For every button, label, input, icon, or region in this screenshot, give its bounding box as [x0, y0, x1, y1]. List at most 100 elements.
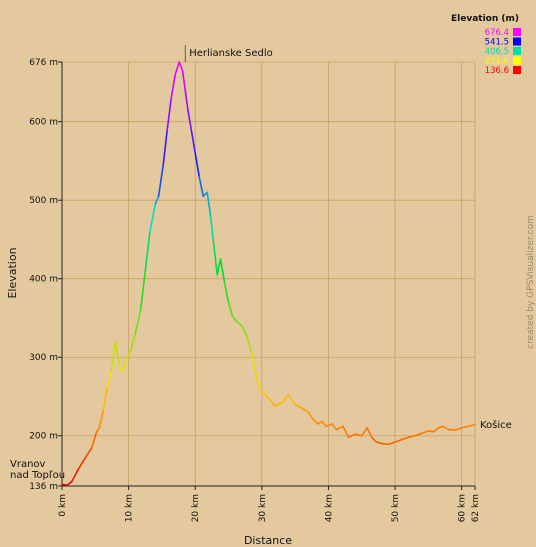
y-tick-label: 136 m: [29, 482, 58, 492]
elevation-segment: [437, 425, 444, 429]
elevation-segment: [265, 394, 272, 402]
elevation-segment: [102, 386, 109, 412]
x-tick-label: 30 km: [258, 494, 268, 522]
axes: [58, 61, 476, 490]
elevation-segment: [420, 430, 430, 435]
summit-label: Herlianske Sedlo: [189, 48, 273, 59]
elevation-segment: [71, 467, 80, 483]
elevation-segment: [311, 417, 319, 425]
elevation-segment: [149, 203, 157, 233]
elevation-segment: [380, 442, 390, 446]
elevation-segment: [241, 325, 248, 337]
y-tick-label: 600 m: [29, 118, 58, 128]
elevation-segment: [223, 281, 230, 304]
elevation-segment: [347, 433, 356, 439]
elevation-line: [61, 61, 476, 487]
credit-text: created by GPSVisualizer.com: [526, 215, 536, 349]
elevation-segment: [375, 441, 383, 445]
x-tick-label: 20 km: [191, 494, 201, 522]
elevation-segment: [370, 436, 378, 443]
elevation-segment: [178, 61, 184, 72]
legend-value: 271.6: [485, 57, 509, 67]
elevation-segment: [320, 420, 328, 428]
elevation-segment: [61, 483, 69, 487]
elevation-segment: [227, 301, 234, 318]
elevation-segment: [134, 309, 142, 335]
elevation-segment: [330, 423, 338, 431]
elevation-segment: [194, 152, 201, 178]
elevation-segment: [162, 128, 169, 166]
elevation-segment: [354, 433, 363, 437]
elevation-segment: [236, 321, 243, 327]
elevation-segment: [432, 427, 440, 433]
x-tick-label: 62 km: [471, 494, 481, 522]
elevation-segment: [460, 425, 470, 429]
elevation-segment: [77, 456, 87, 470]
elevation-segment: [394, 438, 403, 443]
elevation-segment: [91, 431, 98, 449]
y-tick-labels: 136 m 200 m 300 m 400 m 500 m 600 m 676 m: [29, 58, 58, 492]
elevation-segment: [154, 195, 160, 205]
elevation-segment: [125, 350, 132, 360]
x-axis-label: Distance: [244, 534, 292, 547]
y-tick-label: 400 m: [29, 275, 58, 285]
elevation-segment: [209, 215, 215, 241]
elevation-segment: [181, 69, 187, 92]
legend-swatch: [513, 56, 521, 65]
elevation-segment: [301, 407, 310, 413]
elevation-segment: [251, 352, 258, 382]
y-tick-label: 200 m: [29, 432, 58, 442]
elevation-segment: [190, 128, 197, 154]
elevation-segment: [414, 432, 423, 437]
elevation-segment: [335, 425, 344, 431]
elevation-segment: [114, 340, 121, 366]
legend-value: 406.5: [485, 47, 509, 57]
x-tick-label: 40 km: [324, 494, 334, 522]
start-label-line1: Vranov: [10, 459, 46, 470]
end-label: Košice: [480, 419, 512, 431]
elevation-segment: [212, 238, 219, 276]
elevation-segment: [206, 191, 212, 217]
elevation-segment: [427, 430, 435, 433]
y-axis-label: Elevation: [6, 247, 19, 298]
elevation-segment: [121, 357, 128, 373]
y-tick-label: 500 m: [29, 196, 58, 206]
elevation-segment: [387, 441, 396, 446]
elevation-segment: [467, 423, 476, 428]
elevation-segment: [170, 73, 177, 99]
elevation-segment: [157, 164, 165, 198]
elevation-segment: [174, 61, 181, 76]
x-tick-label: 0 km: [58, 494, 68, 517]
elevation-segment: [325, 423, 333, 428]
elevation-segment: [231, 315, 238, 323]
legend-swatch: [513, 47, 521, 55]
elevation-segment: [245, 334, 253, 355]
elevation-segment: [360, 427, 368, 437]
legend-value: 136.6: [485, 66, 509, 76]
elevation-segment: [184, 89, 189, 111]
elevation-segment: [216, 258, 222, 276]
elevation-segment: [366, 427, 373, 439]
elevation-segment: [442, 425, 450, 431]
elevation-segment: [118, 364, 124, 373]
elevation-segment: [274, 401, 283, 407]
elevation-segment: [106, 370, 113, 388]
elevation-segment: [281, 394, 290, 404]
x-tick-label: 10 km: [125, 494, 135, 522]
elevation-segment: [400, 436, 410, 441]
legend-title: Elevation (m): [451, 14, 519, 24]
x-tick-labels: 0 km 10 km 20 km 30 km 40 km 50 km 60 km 62 km: [58, 494, 481, 522]
elevation-segment: [198, 175, 205, 198]
elevation-segment: [447, 428, 456, 432]
legend-swatch: [513, 66, 521, 74]
grid-lines: [62, 61, 476, 486]
elevation-segment: [187, 109, 193, 131]
elevation-segment: [166, 97, 173, 131]
legend-value: 676.4: [485, 28, 509, 38]
elevation-segment: [110, 340, 117, 373]
y-tick-label: 676 m: [29, 58, 58, 68]
